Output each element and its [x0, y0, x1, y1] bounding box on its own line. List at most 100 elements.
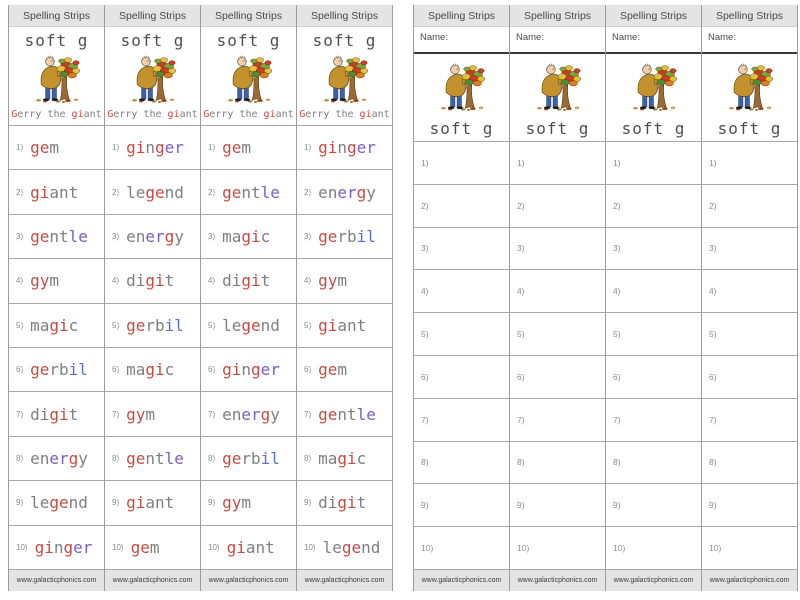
blank-answer-row[interactable]: 10) — [414, 526, 509, 569]
blank-answer-row[interactable]: 6) — [702, 354, 797, 398]
name-field-label: Name: — [612, 32, 640, 43]
blank-answer-row[interactable]: 6) — [510, 354, 605, 398]
blank-answer-row[interactable]: 8) — [414, 440, 509, 484]
blank-answer-row[interactable]: 3) — [510, 226, 605, 270]
blank-answer-row[interactable]: 1) — [414, 141, 509, 184]
blank-answer-row[interactable]: 10) — [606, 526, 701, 569]
blank-answer-row[interactable]: 6) — [606, 354, 701, 398]
blank-answer-row[interactable]: 1) — [510, 141, 605, 184]
letter-group: ge — [130, 537, 150, 557]
letter-group: ge — [222, 182, 242, 202]
row-number: 8) — [16, 454, 24, 464]
letter-group: m — [241, 493, 252, 513]
blank-answer-row[interactable]: 1) — [702, 141, 797, 184]
blank-answer-row[interactable]: 2) — [510, 183, 605, 227]
row-number: 9) — [517, 500, 525, 511]
letter-group: ge — [49, 493, 69, 513]
blank-answer-row[interactable]: 8) — [606, 440, 701, 484]
letter-group: gi — [71, 108, 84, 120]
blank-answer-row[interactable]: 9) — [510, 483, 605, 526]
letter-group: ge — [318, 404, 338, 424]
spelling-word: giant — [227, 538, 275, 557]
row-number: 7) — [304, 409, 312, 419]
row-number: 9) — [709, 500, 717, 511]
blank-answer-row[interactable]: 3) — [606, 226, 701, 270]
letter-group: ant — [275, 108, 294, 120]
blank-answer-row[interactable]: 4) — [510, 269, 605, 312]
letter-group: il — [356, 227, 376, 247]
row-number: 3) — [517, 243, 525, 254]
spelling-word: digit — [318, 493, 366, 512]
name-field[interactable]: Name: — [510, 27, 605, 54]
blank-answer-row[interactable]: 2) — [702, 183, 797, 227]
blank-answer-row[interactable]: 5) — [414, 312, 509, 355]
letter-group: di — [318, 493, 338, 513]
blank-answer-row[interactable]: 7) — [606, 397, 701, 441]
blank-answer-row[interactable]: 4) — [414, 269, 509, 312]
row-number: 3) — [421, 243, 429, 254]
blank-answer-row[interactable]: 8) — [702, 440, 797, 484]
name-field-label: Name: — [420, 32, 448, 43]
row-number: 1) — [16, 143, 24, 153]
letter-group: nd — [260, 315, 280, 335]
letter-group: gy — [30, 271, 50, 291]
blank-answer-row[interactable]: 6) — [414, 354, 509, 398]
blank-answer-row[interactable]: 7) — [510, 397, 605, 441]
row-number: 2) — [613, 200, 621, 211]
blank-answer-row[interactable]: 3) — [702, 226, 797, 270]
blank-answer-row[interactable]: 8) — [510, 440, 605, 484]
spelling-word: digit — [126, 271, 174, 290]
blank-answer-row[interactable]: 4) — [702, 269, 797, 312]
letter-group: en — [126, 227, 146, 247]
letter-group: erry the — [113, 108, 168, 120]
strip-header-label: Spelling Strips — [523, 9, 592, 22]
blank-answer-row[interactable]: 5) — [702, 312, 797, 355]
blank-answer-row[interactable]: 10) — [510, 526, 605, 569]
letter-group: c — [356, 449, 367, 469]
blank-answer-row[interactable]: 9) — [606, 483, 701, 526]
letter-group: gi — [222, 360, 242, 380]
name-field[interactable]: Name: — [606, 27, 701, 54]
row-number: 3) — [613, 243, 621, 254]
name-field[interactable]: Name: — [702, 27, 797, 54]
strip-footer-label: www.galacticphonics.com — [517, 577, 598, 584]
word-row: 7) energy — [201, 391, 296, 435]
strip-header: Spelling Strips — [414, 5, 509, 27]
letter-group: gi — [337, 493, 357, 513]
blank-answer-row[interactable]: 9) — [414, 483, 509, 526]
blank-answer-row[interactable]: 5) — [510, 312, 605, 355]
blank-answer-row[interactable]: 10) — [702, 526, 797, 569]
letter-group: gi — [145, 271, 165, 291]
row-number: 1) — [304, 143, 312, 153]
blank-answer-row[interactable]: 5) — [606, 312, 701, 355]
spelling-word: gem — [30, 138, 59, 157]
blank-answer-row[interactable]: 2) — [414, 183, 509, 227]
blank-answer-row[interactable]: 9) — [702, 483, 797, 526]
row-number: 10) — [709, 543, 722, 554]
word-row: 1) gem — [9, 125, 104, 169]
giant-tree-svg — [536, 63, 581, 111]
letter-group: gi — [126, 493, 146, 513]
letter-group: g — [155, 138, 165, 158]
blank-answer-row[interactable]: 1) — [606, 141, 701, 184]
blank-answer-row[interactable]: 7) — [702, 397, 797, 441]
giant-tree-svg — [227, 55, 272, 103]
giant-tree-svg — [131, 55, 176, 103]
row-number: 2) — [304, 187, 312, 197]
blank-answer-row[interactable]: 3) — [414, 226, 509, 270]
giant-tree-illustration — [510, 54, 605, 115]
blank-answer-row[interactable]: 2) — [606, 183, 701, 227]
strip-header-label: Spelling Strips — [118, 9, 187, 22]
word-row: 2) gentle — [201, 169, 296, 213]
blank-answer-row[interactable]: 7) — [414, 397, 509, 441]
row-number: 7) — [613, 414, 621, 425]
name-field[interactable]: Name: — [414, 27, 509, 54]
letter-group: ge — [222, 138, 242, 158]
blank-answer-row[interactable]: 4) — [606, 269, 701, 312]
row-number: 4) — [613, 286, 621, 297]
word-row: 3) gentle — [9, 213, 104, 258]
letter-group: g — [356, 182, 367, 202]
strip-footer-label: www.galacticphonics.com — [112, 577, 193, 584]
giant-tree-illustration — [105, 53, 200, 103]
row-number: 4) — [709, 286, 717, 297]
